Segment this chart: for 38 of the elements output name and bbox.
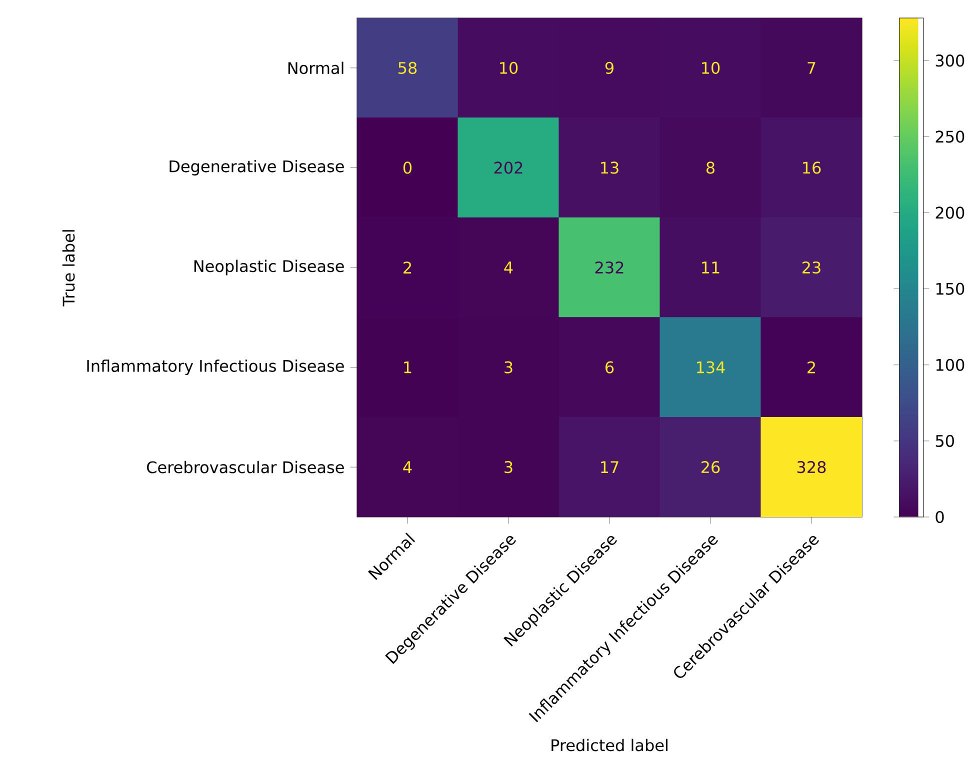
data-label: 6 bbox=[606, 361, 614, 374]
data-label: 3 bbox=[504, 461, 512, 474]
color-bar-label: 200 bbox=[936, 206, 964, 219]
data-label: 4 bbox=[504, 262, 513, 274]
data-label: 2 bbox=[404, 262, 411, 274]
data-label: 16 bbox=[803, 162, 821, 174]
data-label: 58 bbox=[398, 62, 417, 74]
data-label: 3 bbox=[504, 361, 512, 374]
data-label: 232 bbox=[595, 261, 624, 274]
data-label: 4 bbox=[403, 461, 412, 473]
color-bar-label: 100 bbox=[936, 358, 964, 371]
data-label: 10 bbox=[702, 62, 720, 74]
data-label: 9 bbox=[605, 62, 614, 74]
color-bar-label: 50 bbox=[936, 434, 954, 447]
data-label: 328 bbox=[797, 461, 826, 474]
data-label: 10 bbox=[500, 62, 518, 74]
y-tick-label: Cerebrovascular Disease bbox=[146, 460, 344, 474]
y-tick-label: Normal bbox=[288, 62, 344, 74]
data-label: 0 bbox=[403, 162, 412, 174]
data-label: 202 bbox=[494, 162, 522, 174]
data-label: 1 bbox=[404, 361, 412, 374]
data-label: 134 bbox=[696, 361, 725, 374]
color-bar-label: 0 bbox=[936, 510, 944, 524]
y-tick-label: Inflammatory Infectious Disease bbox=[87, 360, 344, 376]
data-label: 13 bbox=[601, 162, 618, 174]
color-bar-label: 300 bbox=[936, 54, 964, 67]
data-label: 8 bbox=[706, 162, 714, 174]
color-bar-label: 250 bbox=[936, 130, 964, 143]
color-bar-label: 150 bbox=[936, 282, 964, 295]
y-tick-label: Degenerative Disease bbox=[170, 160, 344, 176]
data-label: 11 bbox=[702, 262, 720, 274]
y-axis-title: True label bbox=[62, 230, 75, 306]
x-axis-title: Predicted label bbox=[552, 738, 668, 752]
data-label: 23 bbox=[802, 261, 820, 274]
data-label: 26 bbox=[701, 461, 720, 474]
y-tick-label: Neoplastic Disease bbox=[194, 260, 344, 276]
data-label: 17 bbox=[601, 461, 618, 473]
data-label: 7 bbox=[808, 62, 816, 74]
